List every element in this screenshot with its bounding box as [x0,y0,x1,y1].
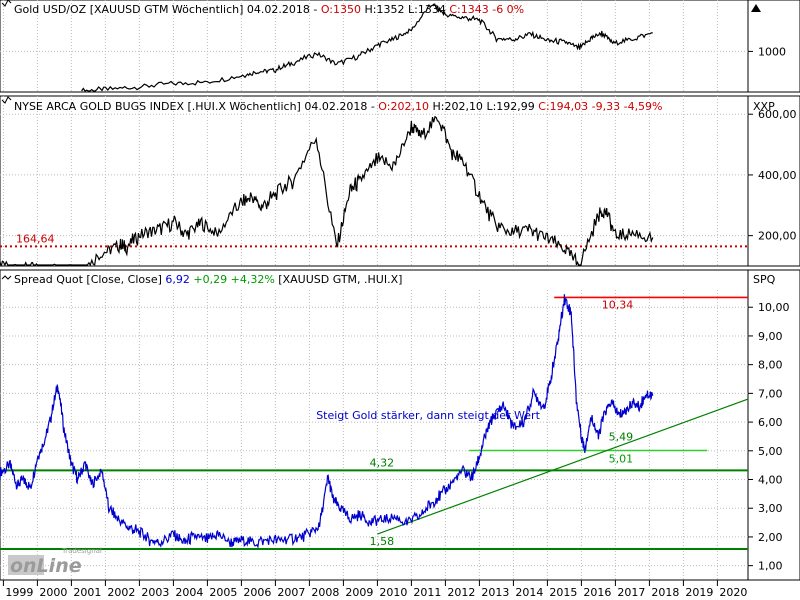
spread-series-line [0,294,654,549]
hui-ytick-label: 600,00 [758,108,797,121]
gold-series-line [81,3,653,92]
gold-low: L:1334 [408,3,446,16]
gold-close: C:1343 -6 0% [449,3,524,16]
line-chart-icon [1,96,12,104]
logo-box [8,555,44,575]
spread-ytick-label: 4,00 [758,474,783,487]
hui-axis-frame [747,95,800,267]
online-logo: onLine Tradesignal [8,547,102,577]
spread-level-label: 4,32 [370,456,395,469]
hui-low: L:192,99 [486,100,534,113]
x-tick-label: 2015 [549,586,577,599]
x-tick-label: 2013 [481,586,509,599]
spread-axis-frame [747,269,800,581]
spread-change: +0,29 +4,32% [193,273,274,286]
spread-title: Spread Quot [Close, Close] [14,273,162,286]
spread-ytick-label: 8,00 [758,359,783,372]
spread-level-label: 5,01 [609,453,634,466]
spread-value: 6,92 [165,273,190,286]
x-tick-label: 2008 [311,586,339,599]
spread-level-label: 10,34 [602,298,634,311]
spread-panel-frame [0,269,749,581]
spread-ytick-label: 10,00 [758,301,790,314]
spread-annotation: Steigt Gold stärker, dann steigt der Wer… [316,409,540,422]
x-tick-label: 1999 [5,586,33,599]
logo-small-text: Tradesignal [61,547,102,555]
spread-panel: 4,32 1,58 5,01 10,34 5,49 1,00 2,00 3,00 4,00 5,… [0,269,800,581]
x-tick-label: 2012 [447,586,475,599]
x-tick-label: 2002 [107,586,135,599]
spread-header: Spread Quot [Close, Close] 6,92 +0,29 +4… [14,273,402,286]
x-tick-label: 2000 [39,586,67,599]
x-axis: 1999 2000 2001 2002 2003 2004 2005 2006 2007 2008… [0,579,800,599]
x-tick-label: 2009 [345,586,373,599]
gold-ytick-label: 1000 [758,45,786,58]
hui-reference-label: 164,64 [16,232,55,245]
spread-instruments: [XAUUSD GTM, .HUI.X] [278,273,402,286]
spread-ytick-label: 9,00 [758,330,783,343]
x-tick-label: 2011 [413,586,441,599]
gold-open: O:1350 [321,3,361,16]
x-tick-label: 2018 [651,586,679,599]
spread-trend-line [377,398,749,535]
hui-high: H:202,10 [432,100,482,113]
hui-series-line [0,115,654,267]
hui-header: NYSE ARCA GOLD BUGS INDEX [.HUI.X Wöchen… [14,100,663,113]
x-tick-label: 2020 [719,586,747,599]
x-tick-label: 2016 [583,586,611,599]
line-chart-icon [1,0,12,7]
wave-icon [1,275,12,280]
gold-title: Gold USD/OZ [XAUUSD GTM Wöchentlich] 04.… [14,3,321,16]
hui-title: NYSE ARCA GOLD BUGS INDEX [.HUI.X Wöchen… [14,100,378,113]
x-tick-label: 2014 [515,586,543,599]
spread-ytick-label: 6,00 [758,416,783,429]
x-tick-label: 2003 [141,586,169,599]
gold-axis-frame [747,0,800,93]
spread-ytick-label: 1,00 [758,560,783,573]
logo-text: onLine [10,555,82,577]
gold-panel: 1000 Gold USD/OZ [XAUUSD GTM Wöchentlich… [0,0,800,93]
spread-level-label: 1,58 [370,535,395,548]
hui-axis-label: XXP [753,100,775,113]
gold-header: Gold USD/OZ [XAUUSD GTM Wöchentlich] 04.… [14,3,524,16]
scroll-up-arrow-icon[interactable] [751,4,761,12]
gold-high: H:1352 [365,3,405,16]
spread-trend-label: 5,49 [609,431,634,444]
spread-ytick-label: 5,00 [758,445,783,458]
hui-close: C:194,03 -9,33 -4,59% [538,100,662,113]
x-tick-label: 2010 [379,586,407,599]
x-tick-label: 2005 [209,586,237,599]
hui-panel: 164,64 200,00 400,00 600,00 NYSE ARCA GOLD… [0,95,800,267]
spread-ytick-label: 3,00 [758,502,783,515]
x-tick-label: 2004 [175,586,203,599]
hui-open: O:202,10 [378,100,429,113]
hui-panel-frame [0,95,749,267]
spread-ytick-label: 2,00 [758,531,783,544]
hui-ytick-label: 400,00 [758,169,797,182]
spread-ytick-label: 7,00 [758,387,783,400]
hui-ytick-label: 200,00 [758,230,797,243]
x-tick-label: 2017 [617,586,645,599]
x-tick-label: 2001 [73,586,101,599]
spread-axis-label: SPQ [753,273,776,286]
x-tick-label: 2006 [243,586,271,599]
x-tick-label: 2007 [277,586,305,599]
x-tick-label: 2019 [685,586,713,599]
